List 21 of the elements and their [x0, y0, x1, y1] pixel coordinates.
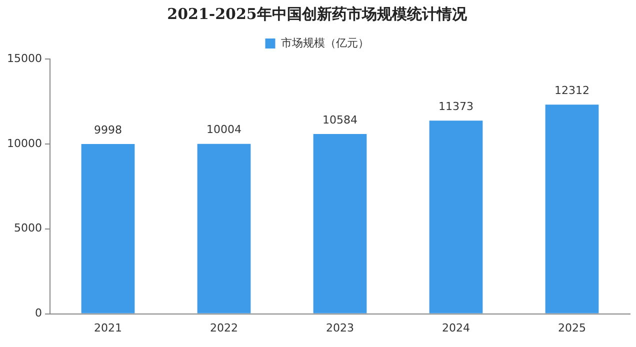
- bar: [429, 120, 483, 314]
- bar: [197, 144, 251, 314]
- chart-title: 2021-2025年中国创新药市场规模统计情况: [167, 4, 468, 23]
- x-tick-label: 2024: [442, 321, 470, 334]
- x-tick-label: 2025: [558, 321, 586, 334]
- legend-label: 市场规模（亿元）: [280, 36, 369, 50]
- bar: [313, 134, 367, 314]
- data-label: 9998: [94, 123, 122, 136]
- x-tick-label: 2022: [210, 321, 238, 334]
- data-label: 11373: [438, 100, 474, 113]
- bar: [81, 144, 135, 314]
- bar: [545, 104, 599, 314]
- y-tick-label: 15000: [6, 52, 42, 65]
- data-label: 10584: [322, 113, 358, 126]
- data-label: 12312: [554, 84, 590, 98]
- x-tick-label: 2021: [94, 321, 122, 334]
- y-tick-label: 5000: [14, 222, 42, 235]
- x-tick-label: 2023: [326, 321, 354, 334]
- data-label: 10004: [206, 123, 242, 136]
- y-tick-label: 0: [34, 306, 42, 320]
- y-tick-label: 10000: [6, 136, 42, 150]
